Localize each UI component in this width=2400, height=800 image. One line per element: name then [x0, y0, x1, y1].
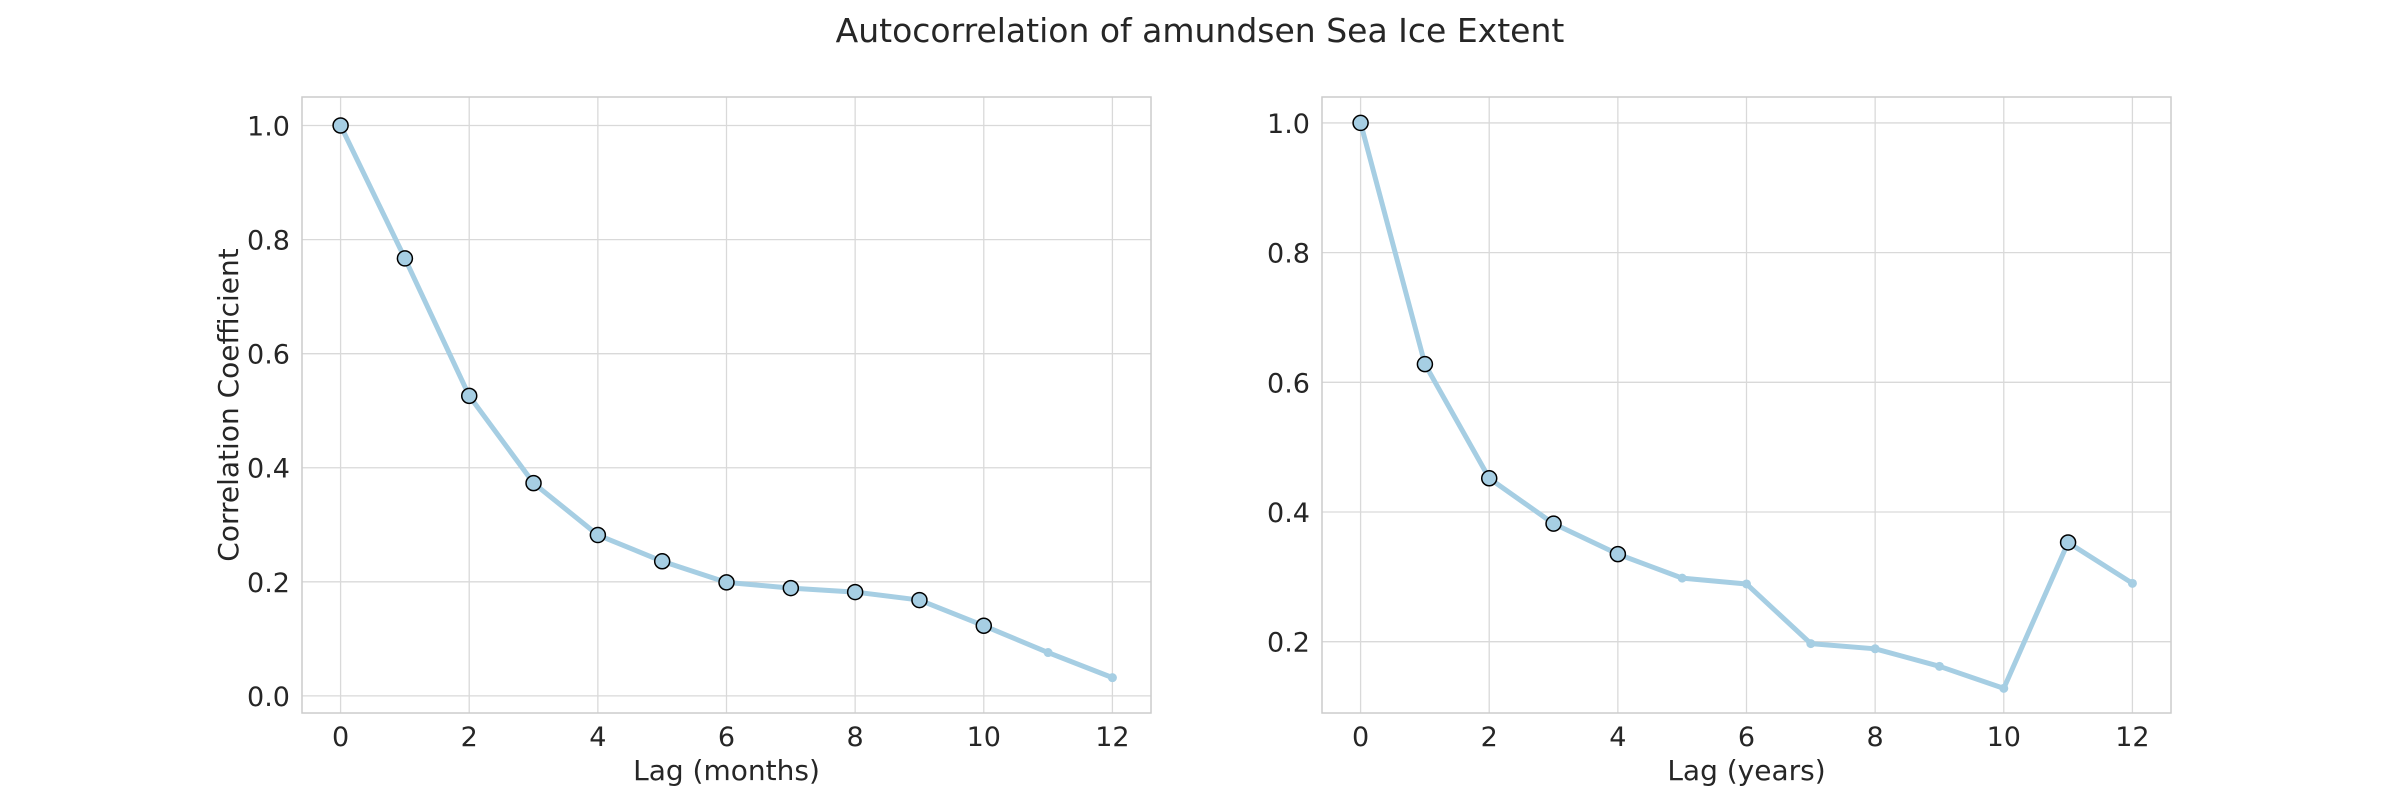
chart-monthly-lag: 0 2 4 6 8 10 12 0.0 0.2 0.4 0.6 0.8 1.0 Lag (months) C… [212, 96, 1152, 787]
y-tick-label: 0.6 [247, 340, 290, 371]
data-point [1677, 573, 1687, 583]
highlighted-data-point [2059, 534, 2077, 551]
y-tick-label: 0.0 [247, 682, 290, 713]
chart-yearly-lag: 0 2 4 6 8 10 12 0.2 0.4 0.6 0.8 1.0 Lag (years) [1267, 96, 2172, 787]
highlighted-data-point [460, 387, 478, 405]
y-tick-label: 0.6 [1267, 368, 1310, 399]
data-point [1999, 683, 2009, 693]
data-point [2127, 578, 2137, 588]
x-tick-label: 6 [718, 722, 735, 753]
plot-frame [1321, 96, 2172, 714]
y-tick-label: 0.2 [247, 568, 290, 599]
highlighted-data-point [1416, 355, 1434, 373]
x-tick-label: 12 [2115, 722, 2149, 753]
highlighted-data-point [589, 526, 607, 544]
x-axis-label: Lag (years) [1667, 754, 1825, 787]
x-tick-label: 10 [1987, 722, 2021, 753]
highlighted-data-point [653, 553, 671, 570]
data-point [1043, 648, 1053, 658]
figure-title: Autocorrelation of amundsen Sea Ice Exte… [836, 11, 1565, 50]
highlighted-data-point [1545, 515, 1562, 532]
highlighted-data-point [782, 579, 800, 597]
x-tick-label: 4 [589, 722, 606, 753]
highlighted-data-point [332, 117, 349, 134]
highlighted-data-point [846, 583, 864, 601]
x-tick-label: 10 [967, 722, 1001, 753]
plot-frame [301, 96, 1152, 714]
highlighted-data-point [525, 474, 542, 492]
highlighted-data-point [1352, 114, 1369, 132]
x-tick-label: 2 [461, 722, 478, 753]
y-tick-label: 0.2 [1267, 628, 1310, 659]
highlighted-data-point [1609, 545, 1627, 563]
y-tick-label: 0.8 [1267, 239, 1310, 270]
y-tick-label: 0.4 [1267, 498, 1310, 529]
x-tick-label: 0 [1352, 722, 1369, 753]
y-tick-label: 1.0 [247, 112, 290, 143]
x-tick-label: 8 [847, 722, 864, 753]
y-tick-label: 1.0 [1267, 109, 1310, 140]
x-tick-label: 8 [1867, 722, 1884, 753]
x-tick-label: 6 [1738, 722, 1755, 753]
data-point [1806, 639, 1816, 649]
data-point [1742, 579, 1751, 589]
y-tick-label: 0.8 [247, 226, 290, 257]
data-point [1107, 673, 1117, 683]
highlighted-data-point [911, 591, 928, 609]
x-tick-label: 0 [332, 722, 349, 753]
highlighted-data-point [1480, 470, 1498, 487]
highlighted-data-point [396, 250, 414, 267]
x-tick-label: 12 [1095, 722, 1129, 753]
y-axis-label: Correlation Coefficient [212, 248, 245, 561]
y-tick-label: 0.4 [247, 454, 290, 485]
data-point [1934, 661, 1944, 671]
x-axis-label: Lag (months) [633, 754, 820, 787]
highlighted-data-point [718, 574, 735, 591]
x-tick-label: 2 [1481, 722, 1498, 753]
highlighted-data-point [975, 617, 993, 634]
x-tick-label: 4 [1609, 722, 1626, 753]
data-point [1870, 644, 1880, 654]
